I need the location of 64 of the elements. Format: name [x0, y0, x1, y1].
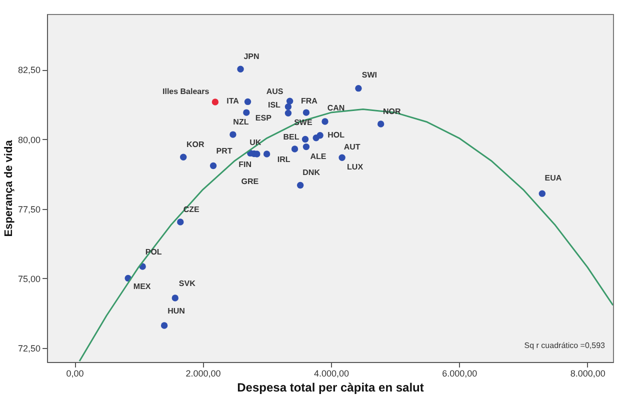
series-label: Illes Balears	[162, 86, 210, 96]
point	[160, 322, 168, 329]
annotation: NZL	[233, 118, 249, 127]
point	[302, 143, 310, 150]
annotation: HUN	[168, 306, 186, 316]
point	[210, 162, 217, 170]
point	[322, 118, 328, 125]
point	[284, 110, 292, 116]
point	[230, 131, 236, 138]
annotation: ALE	[310, 152, 327, 161]
point	[180, 154, 187, 160]
annotation: JPN	[244, 52, 260, 62]
y-tick-label: 72,50	[18, 344, 40, 354]
point	[302, 136, 309, 143]
point	[291, 146, 298, 152]
annotation: FRA	[300, 96, 318, 106]
x-tick-label: 2.000,00	[186, 368, 221, 378]
point	[237, 66, 244, 72]
annotation: IRL	[277, 155, 290, 164]
annotation: HOL	[328, 130, 345, 140]
point	[302, 109, 310, 116]
annotation: KOR	[186, 140, 204, 150]
point	[338, 154, 346, 161]
point	[355, 84, 362, 92]
y-tick-label: 75,00	[18, 274, 40, 284]
annotation: SVK	[178, 278, 196, 288]
x-tick-label: 4.000,00	[314, 368, 349, 378]
annotation: GRE	[241, 177, 260, 186]
annotation: ISL	[268, 100, 281, 110]
point	[377, 120, 384, 128]
point	[243, 109, 250, 116]
y-tick-label: 80,00	[18, 134, 40, 145]
point	[316, 132, 324, 139]
point	[296, 182, 304, 189]
annotation: LUX	[347, 162, 364, 172]
annotation: DNK	[302, 168, 320, 178]
annotation: AUS	[266, 87, 284, 96]
annotation: ESP	[255, 114, 272, 123]
y-tick-label: 77,50	[18, 204, 40, 214]
annotation: UK	[250, 138, 262, 148]
annotation: CAN	[327, 103, 345, 112]
point	[538, 190, 546, 197]
point	[177, 218, 184, 226]
point	[286, 98, 294, 104]
annotation: AUT	[344, 142, 360, 152]
x-axis-title: Despesa total per càpita en salut	[237, 380, 424, 394]
annotation: Sq r cuadrático =0,593	[524, 341, 606, 350]
annotation: SWI	[362, 70, 378, 80]
annotation: ITA	[226, 96, 240, 106]
annotation: EUA	[544, 174, 562, 183]
y-tick-label: 82,50	[18, 65, 40, 76]
point	[263, 150, 270, 158]
point	[212, 98, 219, 106]
annotation: FIN	[238, 160, 252, 169]
y-axis-title: Esperança de vida	[2, 139, 15, 237]
point	[284, 103, 292, 110]
x-tick-label: 6.000,00	[442, 368, 478, 378]
annotation: PRT	[216, 146, 232, 156]
x-tick-label: 0,00	[66, 368, 84, 378]
x-tick-label: 8.000,00	[570, 368, 606, 378]
annotation: MEX	[133, 282, 152, 292]
annotation: BEL	[283, 132, 300, 142]
point	[244, 98, 252, 106]
point	[172, 294, 178, 302]
